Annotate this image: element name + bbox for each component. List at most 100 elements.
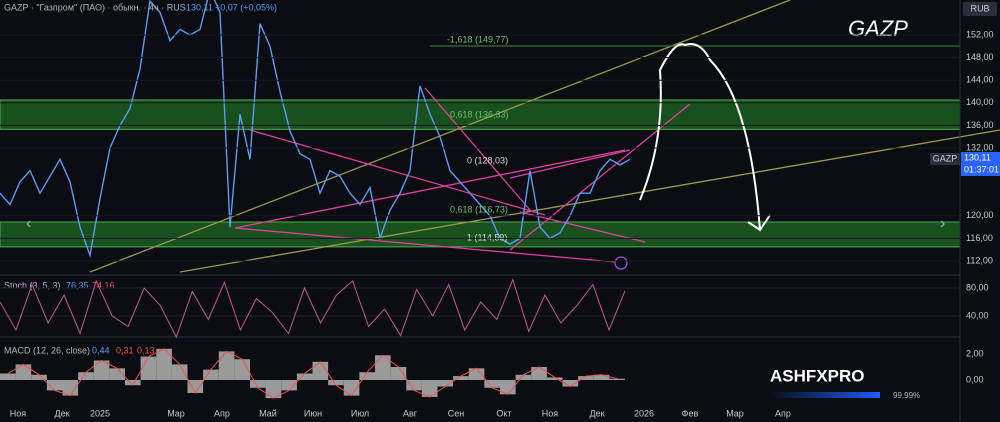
x-tick-label: Окт <box>496 408 511 418</box>
macd-bar <box>500 380 516 395</box>
symbol-tag <box>930 153 960 165</box>
macd-bar <box>578 376 594 380</box>
fib-label: 1 (114,59) <box>467 232 507 242</box>
macd-bar <box>203 369 219 380</box>
fib-label: 0,618 (116,73) <box>450 204 508 214</box>
price-change: +0,07 (+0,05%) <box>215 2 277 12</box>
y-tick-label: 2,00 <box>966 348 984 358</box>
macd-bar <box>468 368 485 380</box>
macd-bar <box>343 380 360 396</box>
macd-bar <box>0 373 16 380</box>
macd-bar <box>531 367 547 380</box>
y-tick-label: 116,00 <box>966 233 993 243</box>
nav-left[interactable]: ‹ <box>26 215 31 232</box>
macd-signal: 0,31 <box>116 345 134 355</box>
price-tag-timer: 01:37:01 <box>964 164 999 174</box>
macd-bar <box>218 351 235 380</box>
macd-bar <box>234 359 250 380</box>
x-tick-label: Ноя <box>10 408 27 418</box>
macd-bar <box>375 355 391 380</box>
y-tick-label: 152,00 <box>966 29 994 39</box>
macd-bar <box>562 380 579 387</box>
macd-bar <box>546 377 563 380</box>
y-tick-label: 112,00 <box>966 255 993 265</box>
macd-bar <box>93 360 110 380</box>
fib-label: 0 (128,03) <box>467 155 508 165</box>
y-tick-label: 144,00 <box>966 75 994 85</box>
macd-line <box>7 348 618 399</box>
macd-bar <box>359 372 375 380</box>
macd-bar <box>78 372 94 380</box>
x-tick-label: 2026 <box>634 408 654 418</box>
y-tick-label: 140,00 <box>966 97 994 107</box>
macd-bar <box>484 380 500 388</box>
brand-bar <box>770 392 880 398</box>
fib-label: 0,618 (136,33) <box>450 109 509 119</box>
macd-bar <box>515 374 532 380</box>
x-tick-label: 2025 <box>90 408 110 418</box>
x-tick-label: Май <box>259 408 277 418</box>
stoch-line <box>0 278 626 339</box>
macd-bar <box>265 380 282 399</box>
stoch-k: 76,35 <box>66 280 89 290</box>
x-tick-label: Сен <box>448 408 465 418</box>
macd-bar <box>31 374 47 380</box>
macd-bar <box>250 380 266 388</box>
macd-bar <box>453 376 469 380</box>
macd-bar <box>437 380 454 387</box>
nav-right[interactable]: › <box>940 215 945 232</box>
last-price: 130,11 <box>186 2 213 12</box>
macd-bar <box>156 348 172 380</box>
fib-label: -1,618 (149,77) <box>447 34 509 44</box>
macd-bar <box>390 367 407 380</box>
x-tick-label: Авг <box>403 408 418 418</box>
price-line <box>0 0 631 259</box>
macd-bar <box>62 380 79 396</box>
level-zone <box>0 99 961 130</box>
x-tick-label: Фев <box>682 408 699 418</box>
y-tick-label: 132,00 <box>966 142 994 152</box>
macd-bar <box>140 356 157 380</box>
macd-bar <box>312 361 329 380</box>
currency[interactable]: RUB <box>970 3 989 13</box>
macd-label: MACD (12, 26, close) <box>4 345 90 355</box>
x-tick-label: Мар <box>726 408 744 418</box>
macd-bar <box>109 368 125 380</box>
x-tick-label: Июл <box>351 408 369 418</box>
macd-bar <box>593 374 610 380</box>
x-tick-label: Июн <box>304 408 322 418</box>
macd-bar <box>328 380 344 386</box>
macd-bar <box>296 373 313 380</box>
stoch-d: 74,16 <box>92 280 115 290</box>
macd-bar <box>46 380 63 391</box>
y-tick-label: 40,00 <box>966 310 989 320</box>
price-tag <box>961 152 1000 176</box>
y-tick-label: 120,00 <box>966 210 994 220</box>
y-tick-label: 0,00 <box>966 374 984 384</box>
symbol-tag-text: GAZP <box>933 153 958 163</box>
macd-hist: 0,13 <box>137 345 155 355</box>
brand-percent: 99.99% <box>893 391 920 400</box>
macd-bar <box>187 380 204 393</box>
x-tick-label: Мар <box>167 408 185 418</box>
brand-name: ASHFXPRO <box>770 366 864 385</box>
y-tick-label: 80,00 <box>966 282 989 292</box>
macd-bar <box>171 364 188 380</box>
x-tick-label: Дек <box>589 408 604 418</box>
macd-bar <box>421 380 438 397</box>
y-tick-label: 148,00 <box>966 52 994 62</box>
macd-bar <box>15 364 32 380</box>
x-tick-label: Дек <box>54 408 69 418</box>
x-tick-label: Апр <box>214 408 230 418</box>
macd-bar <box>406 380 422 391</box>
level-zone <box>0 221 961 248</box>
x-tick-label: Апр <box>775 408 791 418</box>
macd-bar <box>281 380 297 391</box>
macd-bar <box>609 378 625 380</box>
currency-box[interactable] <box>963 2 997 16</box>
x-tick-label: Ноя <box>542 408 559 418</box>
macd-value: 0,44 <box>92 345 110 355</box>
macd-bar <box>125 380 141 386</box>
watermark-title: GAZP <box>848 16 908 41</box>
